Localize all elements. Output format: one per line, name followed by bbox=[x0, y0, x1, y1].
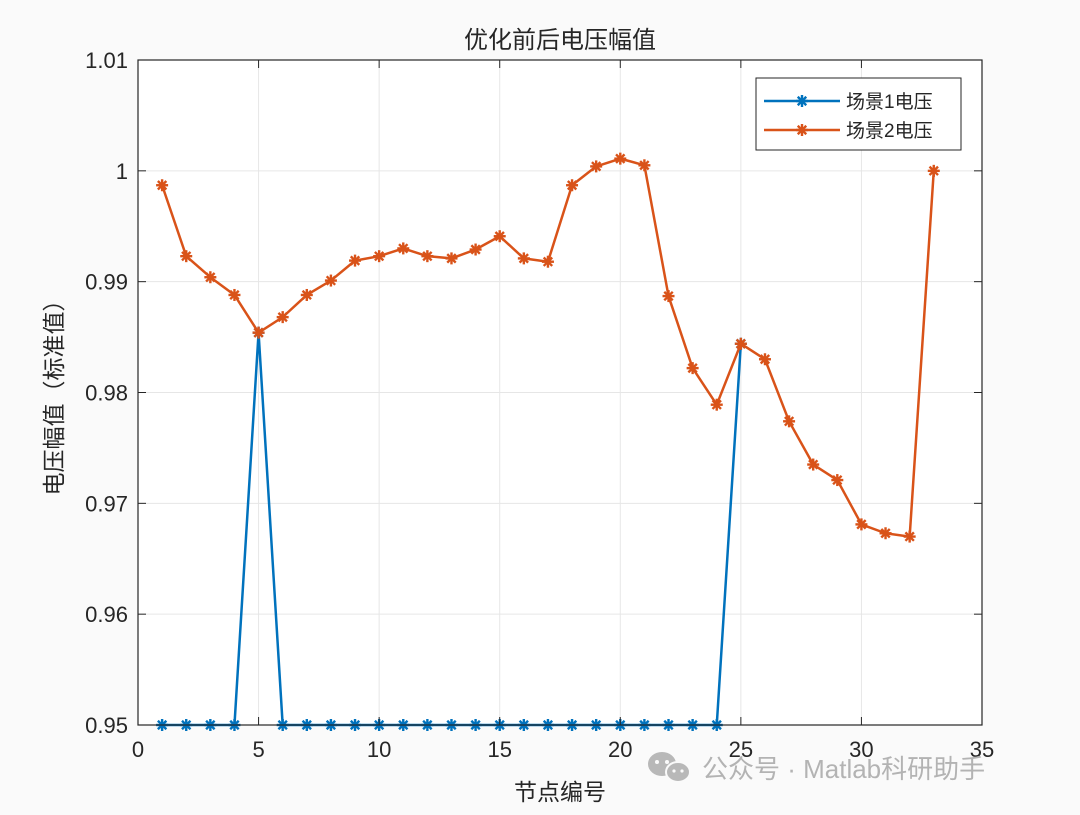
x-tick-label: 0 bbox=[132, 737, 144, 762]
wechat-icon bbox=[648, 752, 691, 783]
legend-label: 场景2电压 bbox=[846, 120, 933, 142]
x-tick-label: 25 bbox=[729, 737, 753, 762]
y-tick-label: 0.98 bbox=[85, 381, 128, 406]
watermark: 公众号 · Matlab科研助手 bbox=[648, 752, 985, 784]
axis-ticks: 0 5 10 15 20 25 30 35 0.95 0.96 0.97 0.98 0.99 1 1.01 bbox=[85, 48, 994, 762]
legend-label: 场景1电压 bbox=[846, 91, 933, 113]
y-tick-label: 0.99 bbox=[85, 270, 128, 295]
y-tick-label: 0.97 bbox=[85, 491, 128, 516]
x-axis-label: 节点编号 bbox=[514, 779, 606, 805]
legend-item-scenario2: 场景2电压 bbox=[764, 120, 933, 142]
x-tick-label: 35 bbox=[970, 737, 994, 762]
y-tick-label: 0.95 bbox=[85, 713, 128, 738]
asterisk-marker-icon bbox=[796, 124, 808, 136]
series-2 bbox=[156, 152, 940, 543]
x-tick-label: 5 bbox=[252, 737, 264, 762]
y-axis-label: 电压幅值（标准值） bbox=[41, 289, 67, 496]
x-tick-label: 20 bbox=[608, 737, 632, 762]
asterisk-marker-icon bbox=[796, 95, 808, 107]
x-tick-label: 15 bbox=[487, 737, 511, 762]
watermark-text: 公众号 · Matlab科研助手 bbox=[702, 754, 985, 784]
x-tick-label: 30 bbox=[849, 737, 873, 762]
series-layer bbox=[156, 152, 940, 731]
y-tick-label: 1.01 bbox=[85, 48, 128, 73]
legend-box bbox=[755, 77, 962, 151]
x-tick-label: 10 bbox=[367, 737, 391, 762]
legend: 场景1电压 场景2电压 bbox=[755, 77, 962, 151]
chart-title: 优化前后电压幅值 bbox=[464, 27, 656, 54]
y-tick-label: 1 bbox=[116, 159, 128, 184]
y-tick-label: 0.96 bbox=[85, 602, 128, 627]
legend-item-scenario1: 场景1电压 bbox=[764, 91, 933, 113]
